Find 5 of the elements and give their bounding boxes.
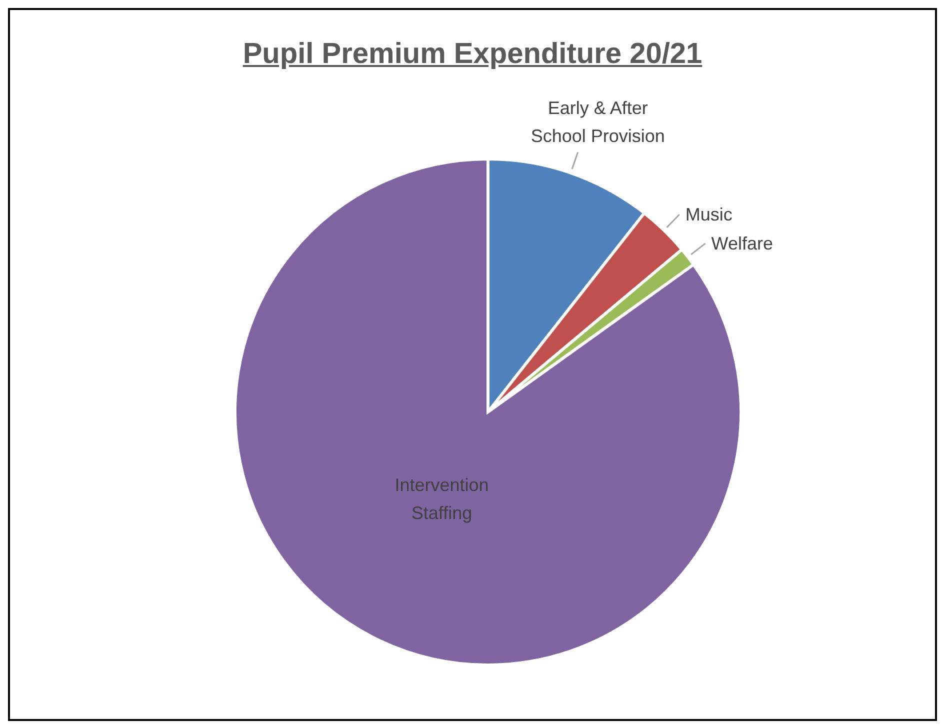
slice-label: Intervention Staffing bbox=[394, 475, 489, 524]
slice-label: Music bbox=[685, 204, 732, 225]
slice-label: Early & After School Provision bbox=[530, 98, 665, 146]
chart-title: Pupil Premium Expenditure 20/21 bbox=[242, 38, 704, 71]
slice-label: Welfare bbox=[711, 233, 773, 254]
